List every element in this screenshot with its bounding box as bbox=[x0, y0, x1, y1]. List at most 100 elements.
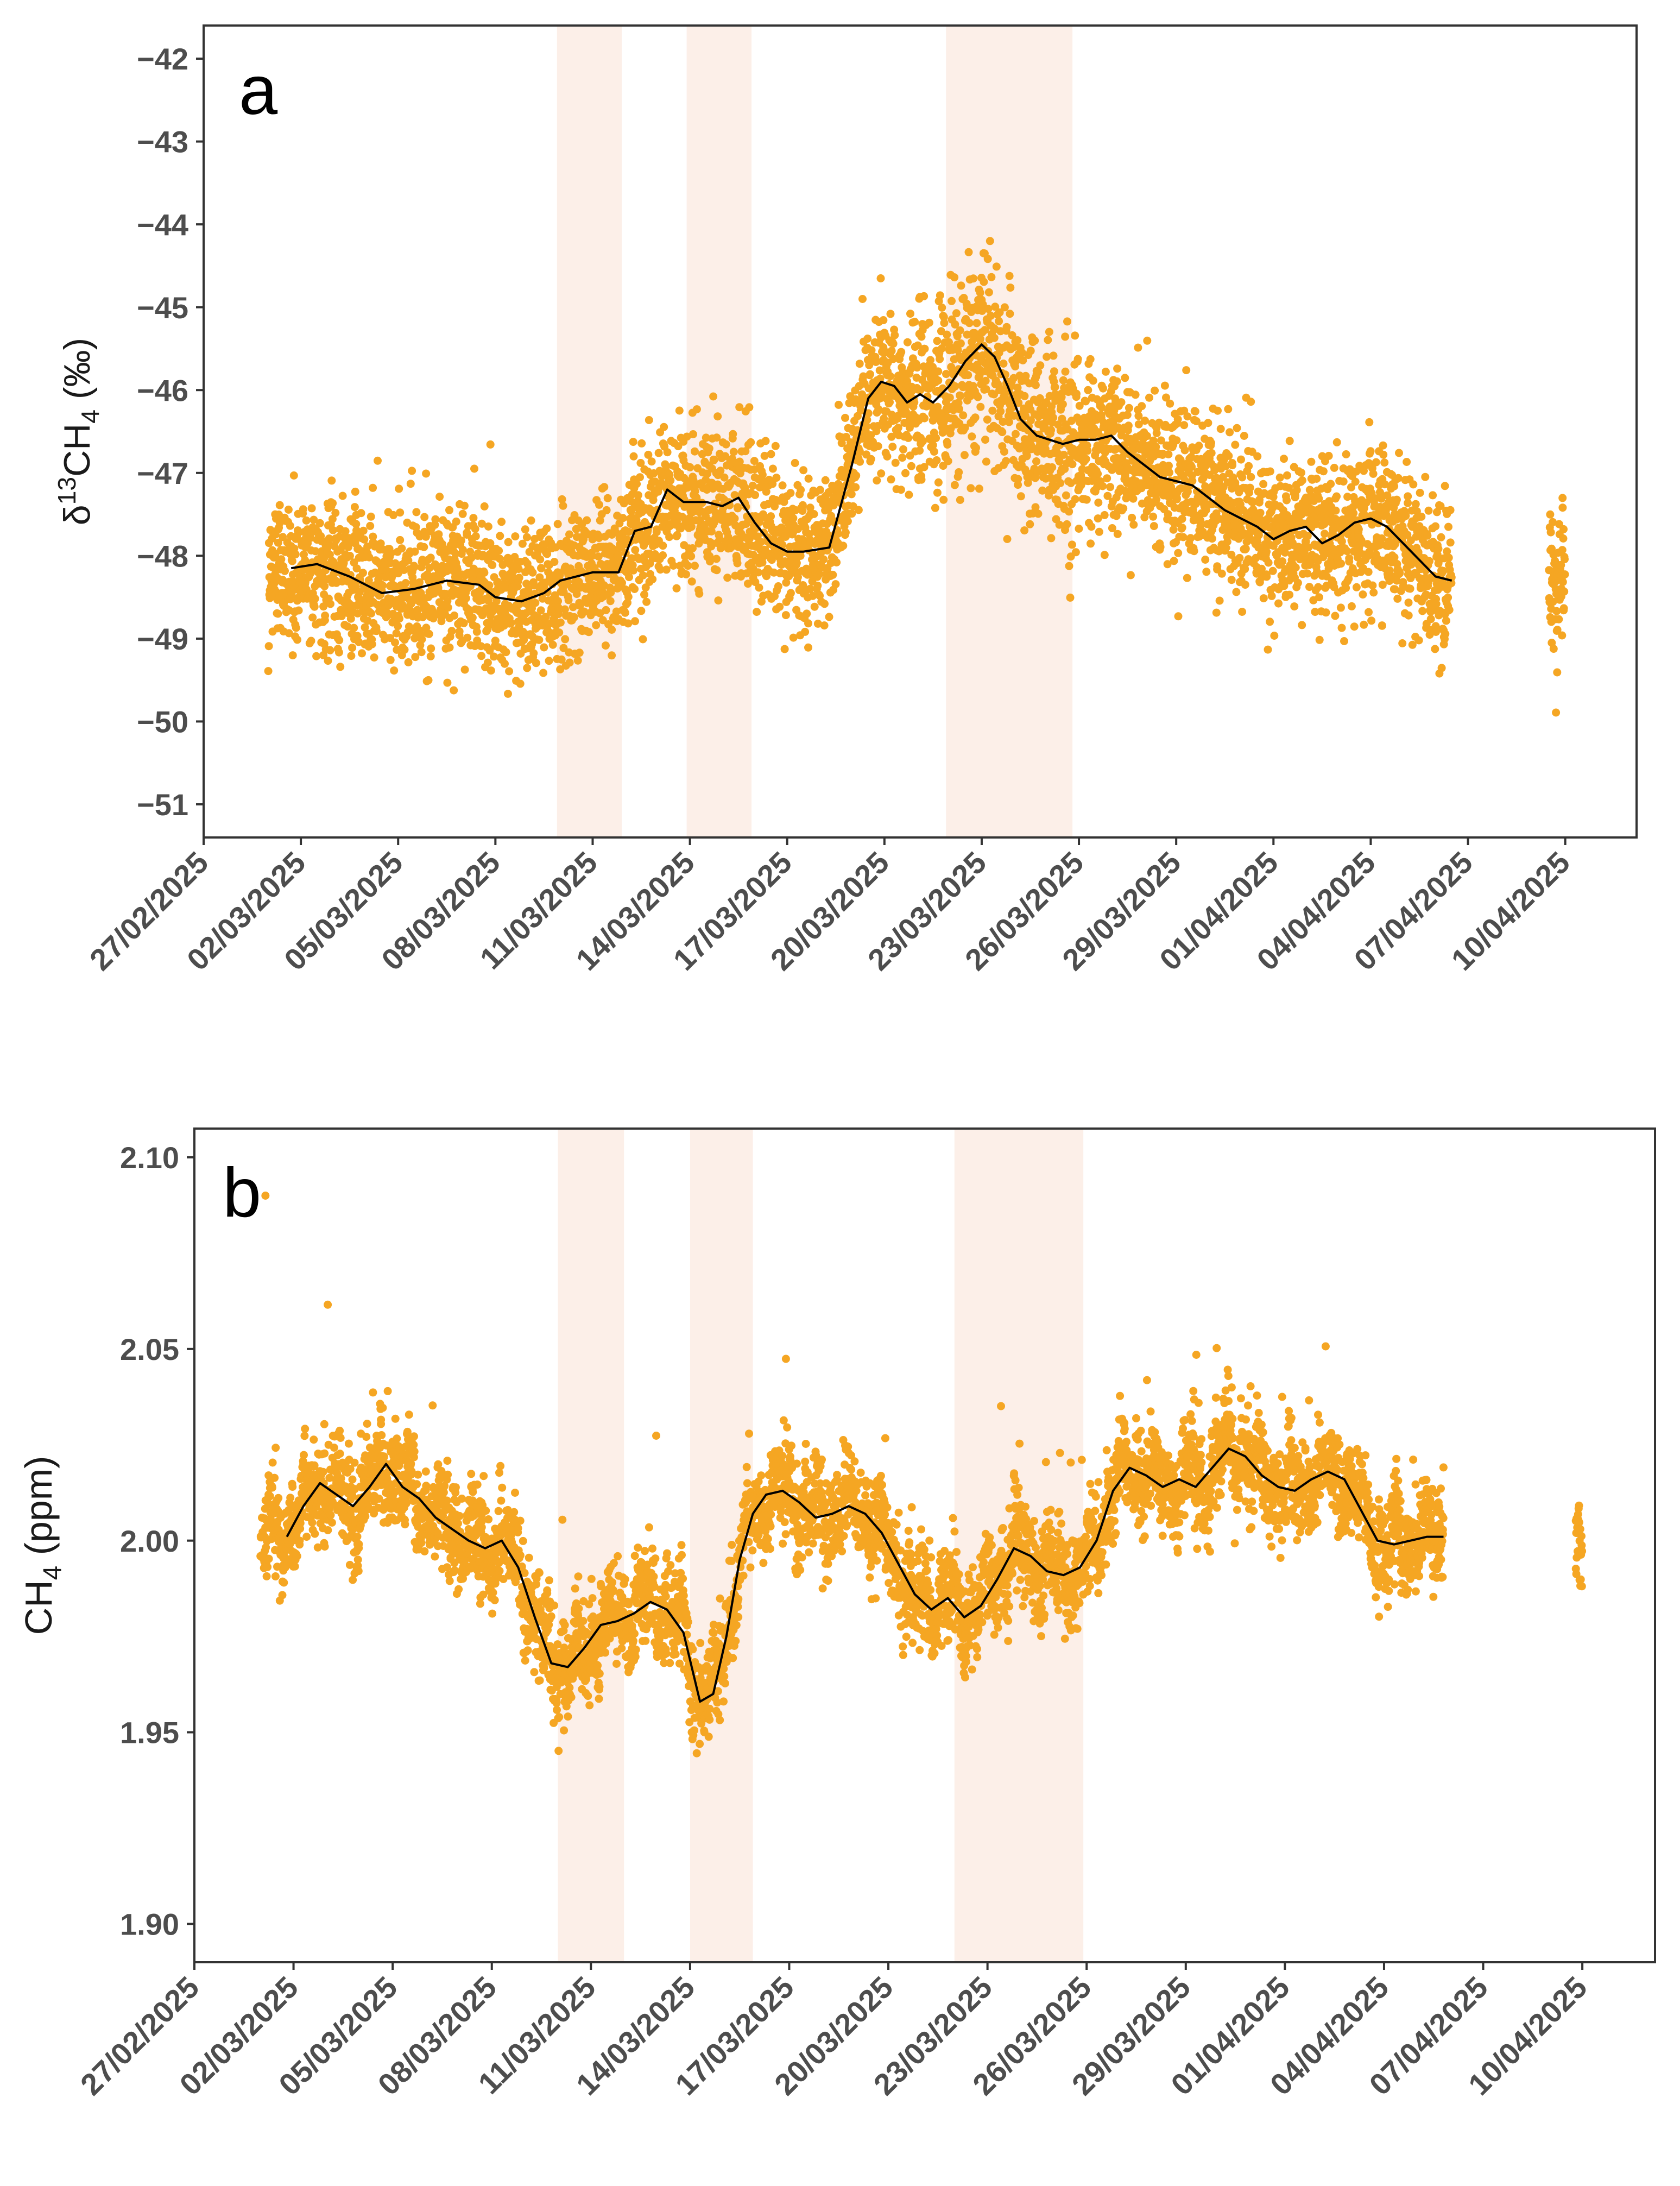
data-point bbox=[669, 562, 678, 570]
data-point bbox=[948, 297, 956, 305]
data-point bbox=[841, 528, 850, 537]
data-point bbox=[1005, 418, 1013, 426]
data-point bbox=[1202, 506, 1210, 514]
data-point bbox=[497, 518, 506, 526]
data-point bbox=[951, 382, 959, 390]
data-point bbox=[1160, 381, 1169, 390]
data-point bbox=[768, 464, 777, 473]
data-point bbox=[636, 473, 644, 482]
data-point bbox=[1480, 0, 1488, 4]
data-point bbox=[687, 552, 696, 560]
data-point bbox=[873, 476, 881, 485]
data-point bbox=[1224, 451, 1233, 460]
data-point bbox=[747, 438, 755, 446]
data-point bbox=[1177, 484, 1185, 493]
data-point bbox=[598, 616, 607, 625]
data-point bbox=[1462, 0, 1470, 4]
data-point bbox=[1458, 0, 1466, 4]
data-point bbox=[960, 451, 969, 459]
data-point bbox=[1369, 588, 1378, 597]
data-point bbox=[911, 318, 919, 326]
data-point bbox=[1455, 0, 1463, 4]
data-point bbox=[1231, 440, 1240, 449]
data-point bbox=[1172, 495, 1181, 503]
data-point bbox=[1063, 317, 1071, 326]
data-point bbox=[930, 448, 938, 456]
data-point bbox=[1508, 0, 1516, 4]
data-point bbox=[1043, 352, 1051, 361]
data-point bbox=[1457, 0, 1466, 4]
data-point bbox=[573, 656, 582, 665]
data-point bbox=[514, 565, 523, 574]
data-point bbox=[486, 440, 495, 449]
data-point bbox=[957, 281, 965, 290]
data-point bbox=[760, 451, 769, 460]
data-point bbox=[1501, 0, 1509, 4]
data-point bbox=[1297, 468, 1305, 477]
data-point bbox=[644, 450, 653, 459]
data-point bbox=[1448, 0, 1456, 4]
data-point bbox=[352, 520, 361, 528]
data-point bbox=[443, 678, 452, 687]
data-point bbox=[554, 610, 563, 619]
data-point bbox=[1505, 0, 1513, 4]
data-point bbox=[1456, 0, 1464, 4]
data-point bbox=[1506, 0, 1514, 4]
data-point bbox=[876, 374, 885, 383]
data-point bbox=[754, 568, 762, 577]
data-point bbox=[1437, 664, 1446, 672]
data-point bbox=[338, 492, 347, 500]
data-point bbox=[722, 440, 730, 449]
data-point bbox=[1266, 467, 1274, 476]
data-point bbox=[915, 446, 924, 455]
data-point bbox=[1454, 0, 1462, 4]
data-point bbox=[1247, 398, 1255, 406]
data-point bbox=[274, 609, 282, 618]
data-point bbox=[961, 424, 969, 432]
data-point bbox=[1121, 374, 1129, 382]
data-point bbox=[1408, 640, 1417, 649]
data-point bbox=[1463, 0, 1471, 4]
data-point bbox=[652, 528, 661, 537]
data-point bbox=[311, 594, 319, 603]
data-point bbox=[797, 486, 805, 494]
data-point bbox=[1497, 0, 1505, 4]
data-point bbox=[889, 355, 898, 363]
data-point bbox=[536, 606, 545, 615]
data-point bbox=[594, 552, 603, 561]
data-point bbox=[345, 551, 354, 560]
data-point bbox=[1364, 568, 1373, 576]
data-point bbox=[729, 448, 738, 456]
data-point bbox=[1278, 557, 1287, 566]
data-point bbox=[1455, 0, 1463, 4]
data-point bbox=[1071, 495, 1079, 503]
data-point bbox=[745, 403, 754, 412]
data-point bbox=[1332, 438, 1341, 446]
data-point bbox=[1097, 403, 1106, 412]
data-point bbox=[1495, 0, 1504, 4]
data-point bbox=[1404, 499, 1412, 507]
data-point bbox=[695, 589, 704, 598]
data-point bbox=[1239, 506, 1248, 514]
data-point bbox=[1436, 502, 1445, 511]
data-point bbox=[565, 530, 573, 539]
data-point bbox=[1493, 0, 1501, 4]
data-point bbox=[806, 584, 814, 593]
data-point bbox=[707, 527, 716, 536]
data-point bbox=[1259, 594, 1268, 603]
data-point bbox=[480, 502, 489, 511]
data-point bbox=[1492, 0, 1500, 4]
data-point bbox=[367, 609, 376, 618]
data-point bbox=[867, 455, 875, 463]
data-point bbox=[986, 237, 994, 245]
data-point bbox=[1485, 0, 1493, 4]
data-point bbox=[1434, 545, 1443, 553]
data-point bbox=[713, 412, 722, 421]
data-point bbox=[1212, 608, 1221, 617]
data-point bbox=[1294, 543, 1303, 551]
data-point bbox=[631, 546, 640, 555]
data-point bbox=[730, 491, 739, 500]
data-point bbox=[1489, 0, 1498, 4]
data-point bbox=[975, 484, 983, 493]
data-point bbox=[1047, 426, 1056, 434]
